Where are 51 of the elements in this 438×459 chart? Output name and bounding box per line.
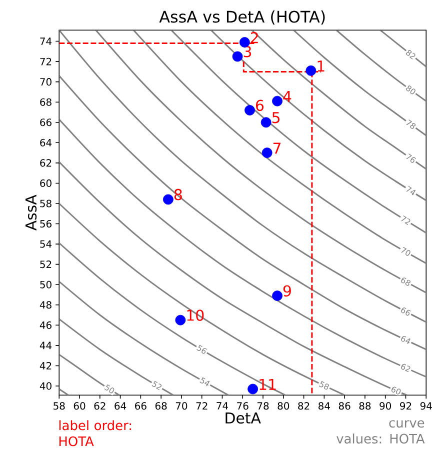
annotation: 8 <box>174 188 182 200</box>
y-tick-label: 52 <box>40 260 52 268</box>
x-tick-label: 92 <box>400 402 412 410</box>
x-tick-label: 90 <box>380 402 392 410</box>
y-tick-label: 54 <box>40 240 52 248</box>
y-tick-label: 48 <box>40 301 52 309</box>
x-tick-label: 78 <box>257 402 269 410</box>
text: label order: HOTA <box>59 420 132 446</box>
x-tick-label: 68 <box>155 402 167 410</box>
x-tick-label: 94 <box>420 402 432 410</box>
x-tick-label: 72 <box>196 402 208 410</box>
chart-title: AssA vs DetA (HOTA) <box>159 10 325 25</box>
y-tick-label: 46 <box>40 321 52 329</box>
y-tick-label: 42 <box>40 362 52 370</box>
y-tick-label: 58 <box>40 200 52 208</box>
y-tick-label: 74 <box>40 38 52 45</box>
x-tick-label: 74 <box>216 402 228 410</box>
y-tick-label: 66 <box>40 118 52 126</box>
y-tick-label: 60 <box>40 179 52 187</box>
y-tick-label: 62 <box>40 159 52 167</box>
x-tick-label: 64 <box>114 402 126 410</box>
y-tick-label: 50 <box>40 280 52 288</box>
x-tick-label: 76 <box>237 402 248 410</box>
text: curve values: HOTA <box>336 420 425 444</box>
x-tick-label: 88 <box>359 402 371 410</box>
y-tick-label: 40 <box>40 382 52 390</box>
x-tick-label: 80 <box>278 402 290 410</box>
annotation: 6 <box>256 100 264 112</box>
annotation: 4 <box>283 91 292 102</box>
x-tick-label: 86 <box>338 402 350 410</box>
x-tick-label: 82 <box>298 402 310 410</box>
y-tick-label: 70 <box>40 78 52 86</box>
y-tick-label: 72 <box>40 58 52 66</box>
y-tick-label: 64 <box>40 138 52 146</box>
x-tick-label: 62 <box>94 402 106 410</box>
annotation: 11 <box>260 378 276 390</box>
x-axis-title: DetA <box>226 412 261 424</box>
annotation: 7 <box>274 142 281 154</box>
x-tick-label: 66 <box>135 402 146 410</box>
annotation: 10 <box>187 310 204 321</box>
x-tick-label: 84 <box>318 402 330 410</box>
x-tick-label: 70 <box>176 402 188 410</box>
annotation: 1 <box>318 60 324 72</box>
y-tick-label: 56 <box>40 220 52 228</box>
y-tick-label: 68 <box>40 98 52 106</box>
annotation: 5 <box>272 112 280 124</box>
y-tick-label: 44 <box>40 342 52 350</box>
x-tick-label: 60 <box>74 402 86 410</box>
y-axis-title: AssA <box>25 194 37 231</box>
x-tick-label: 58 <box>54 402 65 410</box>
annotation: 9 <box>283 285 291 297</box>
